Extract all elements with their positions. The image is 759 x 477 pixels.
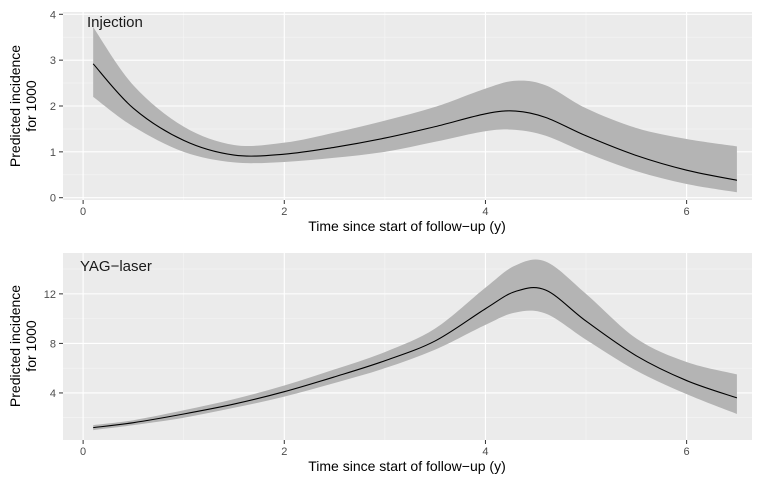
y-axis-title-line2: for 1000 xyxy=(23,80,39,132)
y-tick-label: 4 xyxy=(50,388,56,400)
y-axis-title-line2: for 1000 xyxy=(23,320,39,372)
x-tick-label: 6 xyxy=(684,206,690,218)
y-tick-label: 8 xyxy=(50,338,56,350)
yag-laser-panel: 4 8 12 0 2 4 6 YAG−laser Time since start of … xyxy=(7,253,752,474)
incidence-curve xyxy=(92,63,738,181)
y-axis-ticks: 0 1 2 3 4 xyxy=(50,9,63,205)
x-tick-label: 4 xyxy=(482,446,488,458)
confidence-band xyxy=(93,259,737,431)
incidence-curve xyxy=(93,287,738,429)
y-tick-label: 4 xyxy=(50,9,56,21)
y-tick-label: 1 xyxy=(50,147,56,159)
panel-title: YAG−laser xyxy=(80,258,152,275)
y-axis-ticks: 4 8 12 xyxy=(44,289,63,400)
y-tick-label: 0 xyxy=(50,193,56,205)
x-axis-title: Time since start of follow−up (y) xyxy=(308,218,506,234)
y-axis-title-line1: Predicted incidence xyxy=(7,45,23,167)
y-tick-label: 2 xyxy=(50,101,56,113)
x-tick-label: 2 xyxy=(281,446,287,458)
panel-title: Injection xyxy=(87,14,143,31)
x-axis-ticks: 0 2 4 6 xyxy=(80,440,690,458)
x-tick-label: 2 xyxy=(281,206,287,218)
y-tick-label: 12 xyxy=(44,289,56,301)
y-axis-title-line1: Predicted incidence xyxy=(7,285,23,407)
x-tick-label: 4 xyxy=(482,206,488,218)
x-tick-label: 6 xyxy=(684,446,690,458)
x-axis-ticks: 0 2 4 6 xyxy=(80,200,690,218)
x-tick-label: 0 xyxy=(80,446,86,458)
x-axis-title: Time since start of follow−up (y) xyxy=(308,458,506,474)
confidence-band xyxy=(93,27,737,193)
y-tick-label: 3 xyxy=(50,55,56,67)
x-tick-label: 0 xyxy=(80,206,86,218)
injection-panel: 0 1 2 3 4 0 2 4 6 Injection Time since start of… xyxy=(7,9,752,234)
